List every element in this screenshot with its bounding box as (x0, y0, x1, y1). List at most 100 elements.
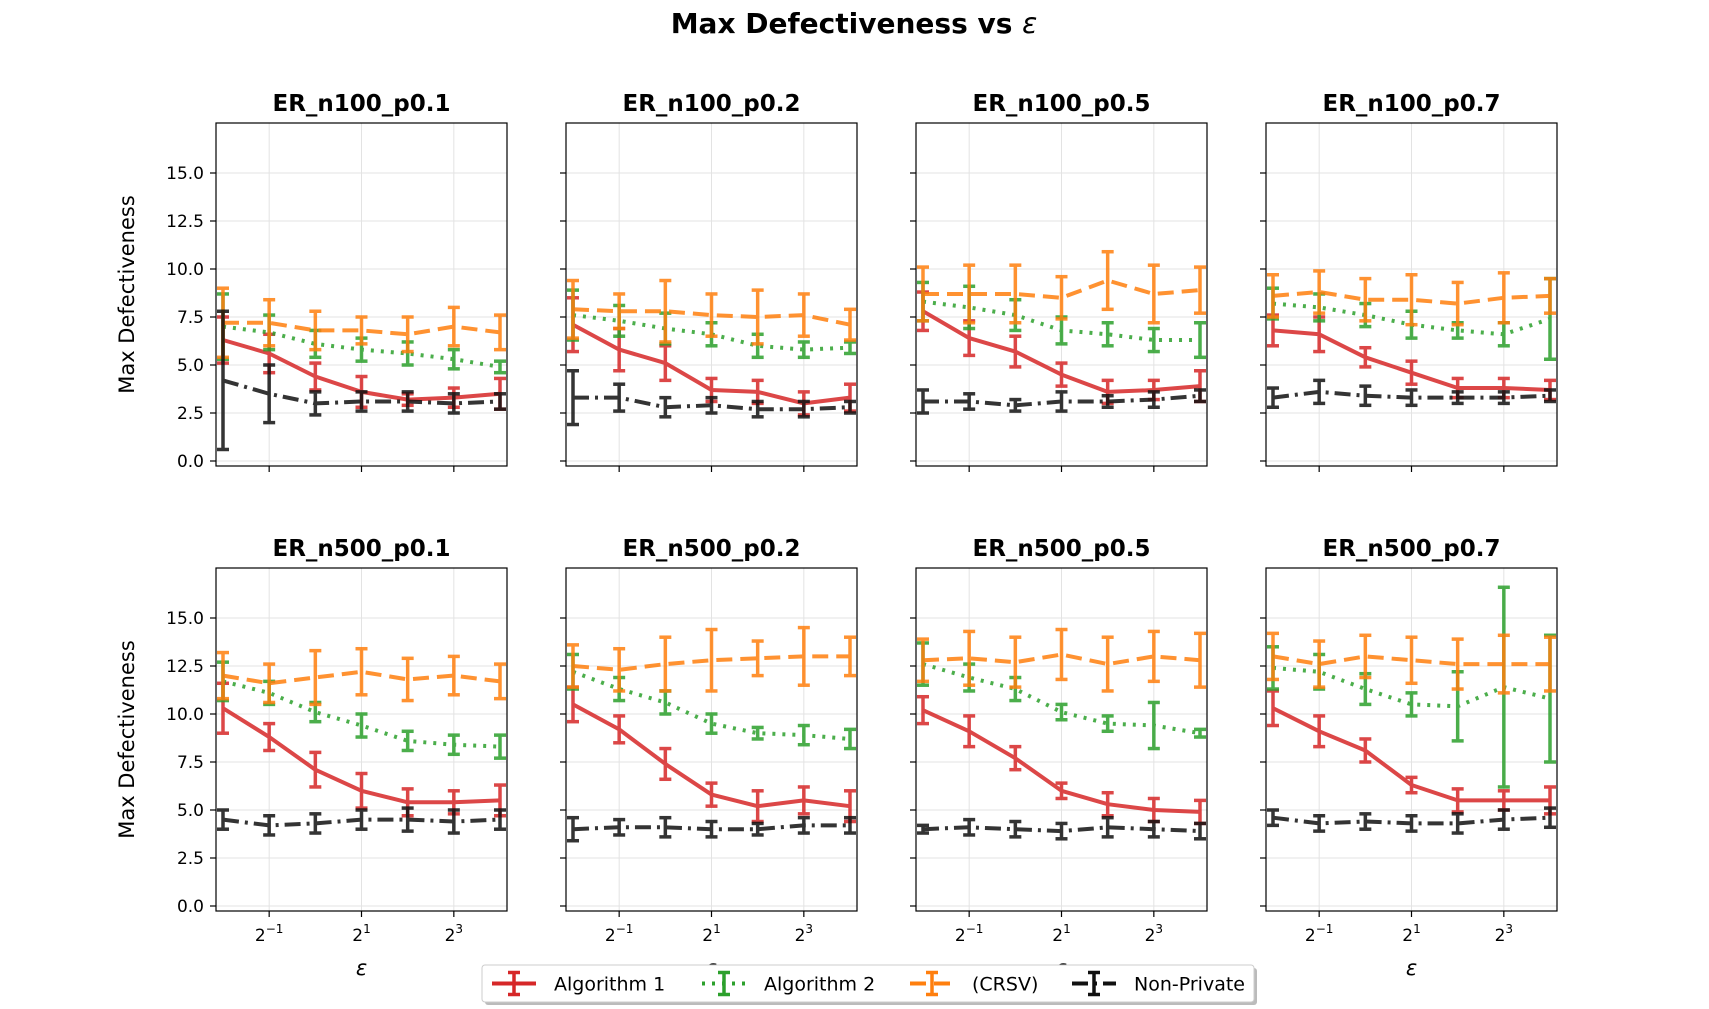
panel-title: ER_n500_p0.1 (272, 536, 450, 562)
error-bar (1313, 269, 1326, 315)
error-bar (217, 808, 229, 831)
error-bar (447, 347, 460, 371)
series-crsv (1267, 269, 1556, 327)
x-tick-exponent: 3 (455, 922, 463, 936)
series-crsv (917, 627, 1206, 693)
x-tick-label: 2−1 (1305, 922, 1334, 946)
series-crsv (1267, 631, 1556, 695)
plot-frame (565, 122, 858, 467)
plot-frame (215, 122, 508, 467)
error-bar (1359, 812, 1372, 831)
series-line (1272, 328, 1551, 392)
legend-label: Algorithm 1 (554, 974, 665, 996)
error-bar (309, 648, 322, 707)
error-bar (1009, 397, 1022, 413)
series-line (572, 654, 850, 672)
error-bar (1451, 280, 1464, 327)
plot-frame (565, 567, 858, 912)
error-bar (844, 340, 856, 356)
legend-label: (CRSV) (972, 974, 1038, 996)
legend-frame (481, 964, 1255, 1003)
error-bar (401, 315, 414, 354)
series-line (1272, 815, 1551, 826)
panel-er-n100-p0-5: ER_n100_p0.5 (910, 91, 1208, 472)
x-tick-base: 2 (702, 926, 713, 946)
error-bar (1101, 249, 1114, 312)
legend-entry-non-private: Non-Private (1072, 970, 1245, 997)
panel-title: ER_n100_p0.2 (622, 91, 800, 117)
x-axis-label: ε (356, 956, 367, 980)
legend: Algorithm 1 Algorithm 2 (CRSV) Non-Private (481, 964, 1257, 1005)
x-tick-base: 2 (445, 926, 456, 946)
error-bar (1194, 388, 1206, 404)
series-line (923, 393, 1201, 408)
y-tick-label: 0.0 (177, 452, 204, 472)
series-non-private (567, 815, 856, 843)
series-line (572, 307, 851, 327)
x-tick-exponent: 1 (1063, 922, 1071, 936)
series-line (1272, 706, 1550, 803)
plot-frame (1265, 567, 1558, 912)
panel-title: ER_n500_p0.2 (622, 536, 800, 562)
error-bar (1451, 390, 1464, 406)
error-bar (494, 359, 506, 375)
x-tick-base: 2 (1145, 926, 1156, 946)
error-bar (355, 390, 368, 413)
x-tick-exponent: −1 (966, 922, 984, 936)
error-bar (263, 363, 276, 425)
figure-suptitle-text: Max Defectiveness vs (671, 7, 1022, 40)
legend-entry-algorithm-2: Algorithm 2 (702, 970, 875, 997)
error-bar (355, 315, 368, 346)
error-bar (494, 392, 506, 411)
error-bar (751, 399, 764, 419)
x-tick-exponent: −1 (266, 922, 284, 936)
series-crsv (917, 249, 1206, 325)
y-axis-label: Max Defectiveness (115, 195, 139, 394)
error-bar (963, 629, 976, 687)
error-bar (494, 808, 506, 831)
x-tick-base: 2 (1305, 926, 1316, 946)
error-bar (1147, 263, 1160, 325)
series-line (222, 679, 501, 749)
error-bar (963, 263, 976, 325)
error-bar (1544, 806, 1556, 830)
x-tick-exponent: −1 (616, 922, 634, 936)
panel-er-n500-p0-1: ER_n500_p0.10.02.55.07.510.012.515.02−1 2… (115, 536, 508, 980)
error-bar (1497, 633, 1510, 695)
series-non-private (567, 369, 856, 427)
error-bar (659, 278, 672, 344)
series-line (922, 299, 1200, 342)
x-tick-exponent: 1 (1413, 922, 1421, 936)
x-tick-base: 2 (795, 926, 806, 946)
error-bar (613, 646, 626, 693)
panel-er-n100-p0-7: ER_n100_p0.7 (1260, 91, 1558, 472)
error-bar (1147, 326, 1160, 354)
x-tick-label: 23 (1495, 922, 1513, 946)
y-tick-label: 7.5 (177, 753, 204, 773)
y-tick-label: 5.0 (177, 801, 204, 821)
figure-suptitle: Max Defectiveness vs ε (671, 7, 1038, 40)
panel-title: ER_n100_p0.5 (972, 91, 1150, 117)
panel-er-n100-p0-2: ER_n100_p0.2 (560, 91, 858, 472)
x-tick-label: 23 (1145, 922, 1163, 946)
series-crsv (217, 646, 506, 707)
error-bar (705, 627, 718, 693)
error-bar (447, 392, 460, 415)
error-bar (1194, 821, 1206, 841)
error-bar (705, 292, 718, 338)
error-bar (1194, 631, 1206, 689)
error-bar (844, 815, 856, 835)
error-bar (447, 305, 460, 348)
error-bar (1009, 263, 1022, 325)
series-non-private (917, 388, 1206, 415)
error-bar (447, 654, 460, 697)
y-tick-label: 10.0 (166, 260, 204, 280)
x-tick-exponent: 3 (805, 922, 813, 936)
series-non-private (217, 309, 506, 452)
series-non-private (217, 806, 506, 837)
error-bar (705, 712, 718, 735)
error-bar (1101, 714, 1114, 734)
y-tick-label: 7.5 (177, 308, 204, 328)
